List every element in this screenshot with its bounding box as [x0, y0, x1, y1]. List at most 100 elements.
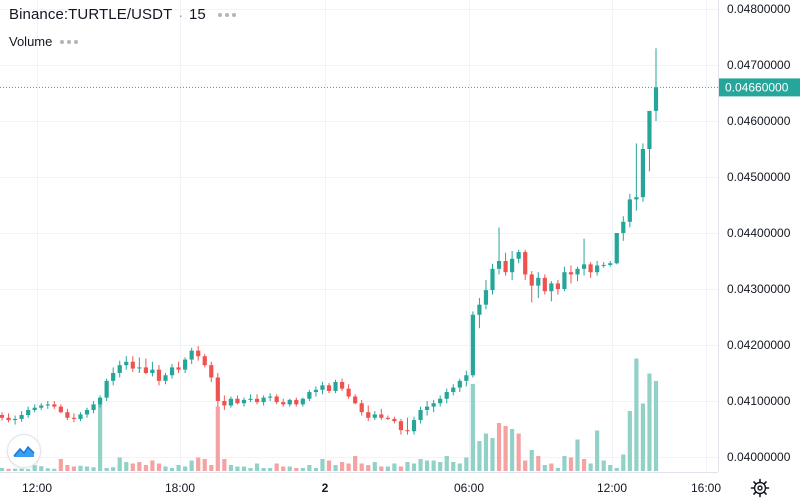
volume-bar — [235, 466, 240, 471]
time-tick-label: 06:00 — [454, 481, 484, 495]
time-tick-label: 16:00 — [691, 481, 721, 495]
candle-body — [640, 149, 646, 198]
price-tick-label: 0.04000000 — [727, 450, 791, 464]
candle-body — [457, 380, 462, 388]
volume-bar — [91, 467, 96, 471]
candle-body — [621, 221, 626, 233]
volume-bar — [653, 381, 659, 471]
candle-body — [379, 414, 384, 418]
volume-bar — [398, 466, 404, 471]
volume-bar — [483, 433, 489, 471]
volume-bar — [438, 462, 443, 471]
volume-bar — [6, 468, 11, 471]
volume-bar — [209, 465, 214, 471]
volume-bar — [510, 429, 515, 471]
candle-body — [307, 392, 312, 399]
candle-body — [222, 401, 227, 406]
candle-body — [555, 283, 560, 289]
candle-body — [627, 199, 632, 222]
candle-body — [549, 283, 554, 292]
time-axis[interactable]: 12:00 18:00 2 06:00 12:00 16:00 — [22, 481, 721, 495]
volume-bar — [274, 463, 279, 471]
candle-body — [634, 197, 639, 200]
volume-bar — [183, 466, 188, 471]
volume-label: Volume — [9, 34, 53, 49]
volume-bar — [503, 426, 508, 471]
volume-bar — [84, 466, 90, 471]
candle-body — [254, 398, 260, 403]
volume-bar — [621, 454, 626, 471]
symbol-name[interactable]: Binance:TURTLE/USDT — [9, 6, 173, 23]
candle-body — [425, 406, 430, 410]
candle-body — [176, 367, 181, 370]
volume-bar — [176, 465, 181, 471]
candle-body — [490, 268, 495, 291]
volume-bar — [496, 423, 502, 471]
volume-bar — [444, 456, 449, 471]
volume-bar — [117, 457, 122, 471]
volume-bar — [568, 457, 574, 471]
candle-body — [601, 264, 606, 266]
volume-bar — [124, 462, 129, 471]
volume-bar — [575, 439, 580, 471]
candle-body — [287, 399, 292, 405]
candle-body — [130, 361, 135, 369]
candle-body — [202, 356, 207, 366]
volume-bar — [19, 468, 24, 471]
volume-bar — [470, 384, 475, 471]
volume-bar — [379, 466, 384, 471]
volume-bar — [516, 433, 521, 471]
interval-label[interactable]: 15 — [189, 6, 206, 23]
chart-grid — [0, 0, 718, 472]
candle-body — [464, 375, 469, 381]
candle-body — [608, 263, 613, 265]
candle-body — [510, 258, 515, 273]
candle-body — [26, 409, 31, 415]
volume-bar — [156, 463, 162, 471]
volume-bar — [555, 468, 560, 471]
volume-bar — [477, 441, 482, 471]
candle-body — [117, 365, 122, 373]
volume-bar — [32, 465, 37, 471]
candle-body — [542, 277, 547, 292]
volume-options-icon[interactable] — [60, 39, 79, 44]
more-options-icon[interactable] — [217, 12, 236, 17]
volume-bar — [542, 465, 547, 471]
volume-bar — [248, 468, 253, 471]
symbol-legend[interactable]: Binance:TURTLE/USDT · 15 — [9, 6, 236, 23]
volume-bar — [562, 456, 567, 471]
volume-bar — [411, 463, 417, 471]
candle-body — [516, 252, 521, 259]
candle-body — [568, 272, 574, 275]
candle-body — [261, 397, 266, 403]
volume-bar — [320, 459, 325, 471]
candle-body — [143, 367, 148, 373]
volume-bar — [163, 466, 168, 471]
volume-bar — [614, 468, 619, 471]
candle-body — [588, 264, 593, 273]
candle-body — [248, 398, 253, 400]
candle-body — [78, 414, 83, 419]
volume-bar — [627, 411, 632, 471]
volume-bar — [215, 406, 220, 471]
volume-bar — [313, 468, 319, 471]
price-tick-label: 0.04100000 — [727, 394, 791, 408]
volume-bar — [196, 457, 201, 471]
volume-legend[interactable]: Volume — [9, 34, 79, 49]
volume-bar — [261, 468, 266, 471]
volume-bar — [78, 465, 83, 471]
volume-bar — [241, 466, 247, 471]
price-axis[interactable]: 0.04800000 0.04700000 0.04600000 0.04500000… — [727, 2, 791, 464]
candle-body — [32, 407, 37, 410]
candle-body — [411, 420, 417, 432]
price-tick-label: 0.04700000 — [727, 58, 791, 72]
volume-bar — [457, 463, 462, 471]
volume-bar — [287, 466, 292, 471]
candle-body — [595, 265, 600, 273]
candle-body — [405, 430, 410, 432]
volume-bar — [608, 465, 613, 471]
candle-body — [163, 375, 168, 381]
gear-icon[interactable] — [750, 478, 770, 498]
tradingview-logo-icon[interactable] — [7, 434, 41, 468]
